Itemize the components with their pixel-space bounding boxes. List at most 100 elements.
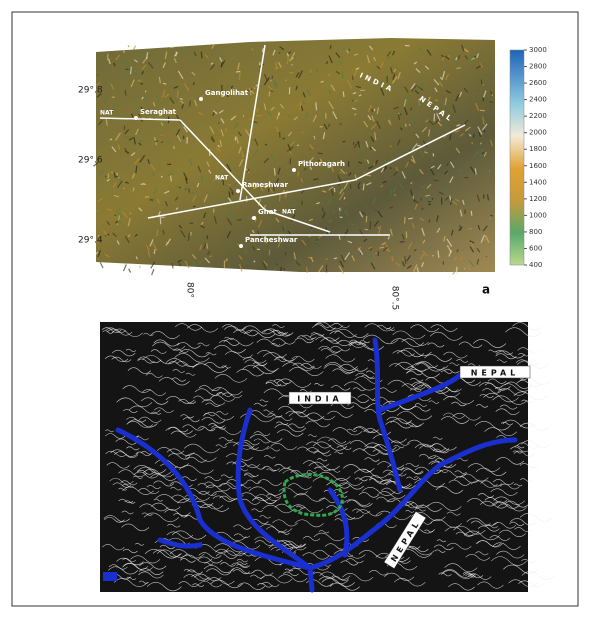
- ridge: [344, 197, 345, 199]
- ridge: [176, 99, 177, 102]
- ridge: [307, 267, 308, 273]
- ridge: [281, 115, 282, 116]
- fault-label: NAT: [215, 175, 229, 182]
- ridge: [218, 123, 219, 124]
- ridge: [404, 217, 405, 224]
- colorbar-label: 2200: [529, 112, 547, 120]
- latitude-label: 29°.6: [78, 156, 103, 166]
- colorbar-label: 2800: [529, 63, 547, 71]
- place-marker: [236, 189, 240, 193]
- ridge: [276, 264, 277, 265]
- ridge: [340, 217, 343, 218]
- latitude-label: 29°.4: [78, 236, 103, 246]
- ridge: [171, 176, 172, 182]
- ridge: [112, 172, 113, 173]
- ridge: [453, 196, 456, 197]
- ridge: [172, 263, 173, 268]
- ridge: [374, 109, 375, 111]
- ridge: [343, 92, 344, 98]
- ridge: [432, 198, 433, 200]
- country-box: NEPAL: [460, 366, 530, 378]
- ridge: [281, 267, 282, 271]
- ridge: [456, 68, 460, 69]
- place-label: Pancheshwar: [245, 236, 298, 244]
- ridge: [128, 45, 129, 47]
- ridge: [171, 47, 175, 48]
- figure: 4006008001000120014001600180020002200240…: [0, 0, 590, 618]
- ridge: [152, 269, 154, 275]
- ridge: [316, 102, 317, 110]
- ridge: [366, 216, 367, 222]
- place-label: Seraghat: [140, 108, 177, 116]
- ridge: [471, 211, 472, 216]
- ridge: [133, 46, 135, 50]
- ridge: [412, 89, 413, 92]
- place-label: Gangolihat: [205, 89, 249, 97]
- ridge: [483, 84, 484, 86]
- colorbar-label: 2400: [529, 96, 547, 104]
- ridge: [174, 146, 175, 149]
- ridge: [124, 51, 125, 53]
- country-label: NEPAL: [471, 369, 520, 378]
- ridge: [433, 153, 434, 156]
- ridge: [162, 142, 163, 143]
- place-label: Pithoragarh: [298, 160, 345, 168]
- colorbar-label: 1000: [529, 211, 547, 219]
- ridge: [114, 215, 116, 216]
- ridge: [458, 170, 461, 171]
- river: [310, 568, 312, 590]
- ridge: [131, 67, 132, 74]
- ridge: [409, 124, 410, 125]
- colorbar-label: 1800: [529, 145, 547, 153]
- fault-label: NAT: [100, 110, 114, 117]
- ridge: [311, 229, 312, 231]
- ridge: [123, 264, 126, 271]
- longitude-label: 80°: [185, 282, 195, 298]
- ridge: [254, 87, 255, 89]
- ridge: [228, 184, 230, 185]
- ridge: [279, 53, 281, 54]
- ridge: [125, 137, 128, 138]
- legend-swatch: [103, 572, 117, 581]
- colorbar-label: 3000: [529, 46, 547, 54]
- place-marker: [239, 244, 243, 248]
- colorbar-label: 1200: [529, 195, 547, 203]
- place-marker: [134, 116, 138, 120]
- country-box: INDIA: [289, 392, 351, 404]
- ridge: [189, 188, 190, 192]
- ridge: [386, 165, 387, 169]
- place-marker: [292, 168, 296, 172]
- colorbar-label: 400: [529, 261, 542, 269]
- ridge: [406, 124, 407, 127]
- ridge: [286, 80, 287, 81]
- panel-label: a: [482, 283, 490, 297]
- ridge: [97, 210, 98, 211]
- ridge: [236, 71, 240, 72]
- ridge: [218, 199, 221, 200]
- ridge: [297, 145, 299, 146]
- ridge: [434, 180, 439, 181]
- colorbar-label: 1400: [529, 178, 547, 186]
- ridge: [340, 208, 341, 211]
- country-label: INDIA: [297, 395, 342, 404]
- ridge: [364, 172, 365, 173]
- place-label: Ghat: [258, 208, 277, 216]
- ridge: [163, 83, 166, 84]
- ridge: [129, 269, 131, 273]
- ridge: [349, 49, 350, 51]
- ridge: [308, 236, 310, 237]
- ridge: [473, 134, 474, 137]
- place-marker: [252, 216, 256, 220]
- ridge: [358, 162, 362, 163]
- fault-label: NAT: [282, 209, 296, 216]
- ridge: [318, 153, 323, 154]
- ridge: [374, 163, 375, 165]
- ridge: [392, 256, 393, 261]
- ridge: [225, 128, 226, 132]
- ridge: [130, 213, 131, 214]
- contour-background: [100, 322, 528, 592]
- colorbar-label: 2000: [529, 129, 547, 137]
- place-marker: [199, 97, 203, 101]
- ridge: [141, 184, 145, 185]
- colorbar: [510, 50, 524, 265]
